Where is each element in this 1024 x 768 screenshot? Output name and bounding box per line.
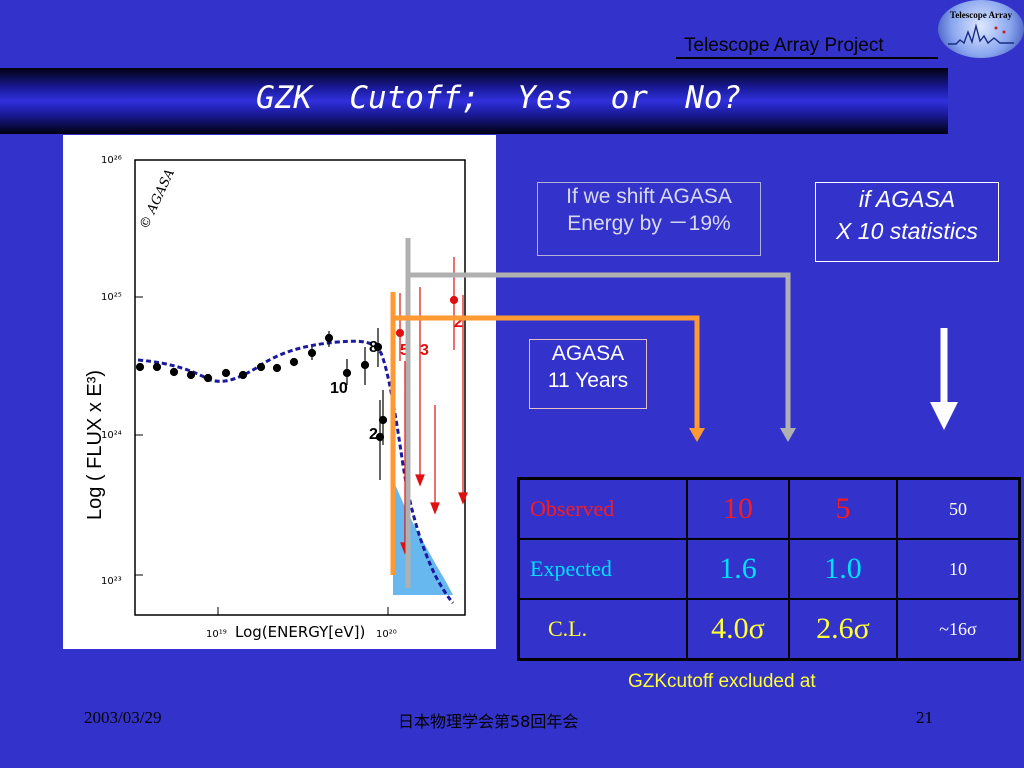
- flux-chart-panel: 10²⁶ 10²⁵ 10²⁴ 10²³ 10¹⁹ 10²⁰ © AGASA: [63, 135, 496, 649]
- observed-x10: 50: [896, 477, 1021, 540]
- project-underline: [676, 57, 938, 59]
- stats-note-line1: if AGASA: [858, 186, 956, 212]
- agasa-years-note: AGASA 11 Years: [529, 339, 647, 409]
- observed-shifted: 5: [788, 477, 898, 540]
- expected-agasa: 1.6: [686, 538, 790, 600]
- expected-shifted: 1.0: [788, 538, 898, 600]
- table-row-observed: Observed 10 5 50: [517, 477, 1021, 540]
- down-arrow-icon: [930, 402, 958, 430]
- y-axis-label: Log ( FLUX x E³): [84, 370, 106, 520]
- event-count-label: 8: [369, 339, 378, 356]
- table-row-expected: Expected 1.6 1.0 10: [517, 538, 1021, 600]
- agasa-data-points: [135, 328, 388, 480]
- logo-text: Telescope Array: [950, 10, 1012, 20]
- footer-date: 2003/03/29: [84, 708, 162, 727]
- observed-agasa: 10: [686, 477, 790, 540]
- event-count-label: 5: [400, 342, 409, 359]
- footer-event: 日本物理学会第58回年会: [398, 712, 579, 731]
- logo-spectrum-icon: [948, 23, 1014, 45]
- telescope-array-logo: Telescope Array: [938, 0, 1024, 58]
- row-label: C.L.: [517, 598, 688, 661]
- y-tick-label: 10²⁵: [101, 292, 122, 303]
- cl-x10: ~16σ: [896, 598, 1021, 661]
- shift-note-line2: Energy by －19%: [567, 212, 731, 235]
- cl-agasa: 4.0σ: [686, 598, 790, 661]
- event-count-label: 2: [454, 314, 463, 331]
- event-count-label: 10: [330, 380, 348, 397]
- project-label: Telescope Array Project: [684, 35, 884, 56]
- row-label: Expected: [517, 538, 688, 600]
- agasa-note-line2: 11 Years: [547, 369, 629, 392]
- gray-arrowhead: [780, 428, 796, 442]
- x-tick-label: 10²⁰: [376, 629, 397, 640]
- shift-note-line1: If we shift AGASA: [566, 185, 732, 208]
- statistics-note: if AGASA X 10 statistics: [815, 182, 999, 262]
- event-count-label: 2: [369, 426, 378, 443]
- orange-arrowhead: [689, 428, 705, 442]
- gray-connector: [408, 272, 791, 430]
- title-bar: [0, 68, 948, 134]
- results-table: Observed 10 5 50 Expected 1.6 1.0 10 C.L…: [517, 477, 1021, 661]
- expected-x10: 10: [896, 538, 1021, 600]
- stats-note-line2: X 10 statistics: [836, 218, 978, 244]
- plot-frame: [134, 159, 466, 616]
- y-tick-label: 10²⁶: [101, 155, 122, 166]
- gzk-excluded-caption: GZKcutoff excluded at: [628, 671, 816, 692]
- slide-title: GZK Cutoff; Yes or No?: [256, 80, 742, 116]
- cl-shifted: 2.6σ: [788, 598, 898, 661]
- row-label: Observed: [517, 477, 688, 540]
- y-tick-label: 10²⁴: [101, 430, 122, 441]
- event-count-label: 3: [420, 342, 429, 359]
- x-axis-label: Log(ENERGY[eV]): [235, 623, 365, 641]
- y-tick-label: 10²³: [101, 576, 122, 587]
- table-row-cl: C.L. 4.0σ 2.6σ ~16σ: [517, 598, 1021, 661]
- agasa-note-line1: AGASA: [551, 342, 625, 365]
- footer-page-number: 21: [916, 708, 933, 727]
- shift-energy-note: If we shift AGASA Energy by －19%: [537, 182, 761, 256]
- x-tick-label: 10¹⁹: [206, 629, 227, 640]
- orange-connector: [393, 315, 700, 430]
